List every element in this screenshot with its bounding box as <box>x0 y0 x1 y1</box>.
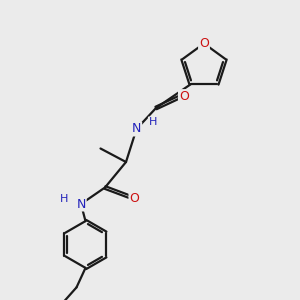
Text: H: H <box>149 117 157 128</box>
Text: N: N <box>76 197 86 211</box>
Text: N: N <box>132 122 141 136</box>
Text: O: O <box>199 37 209 50</box>
Text: O: O <box>130 191 139 205</box>
Text: O: O <box>179 90 189 103</box>
Text: H: H <box>60 194 69 204</box>
